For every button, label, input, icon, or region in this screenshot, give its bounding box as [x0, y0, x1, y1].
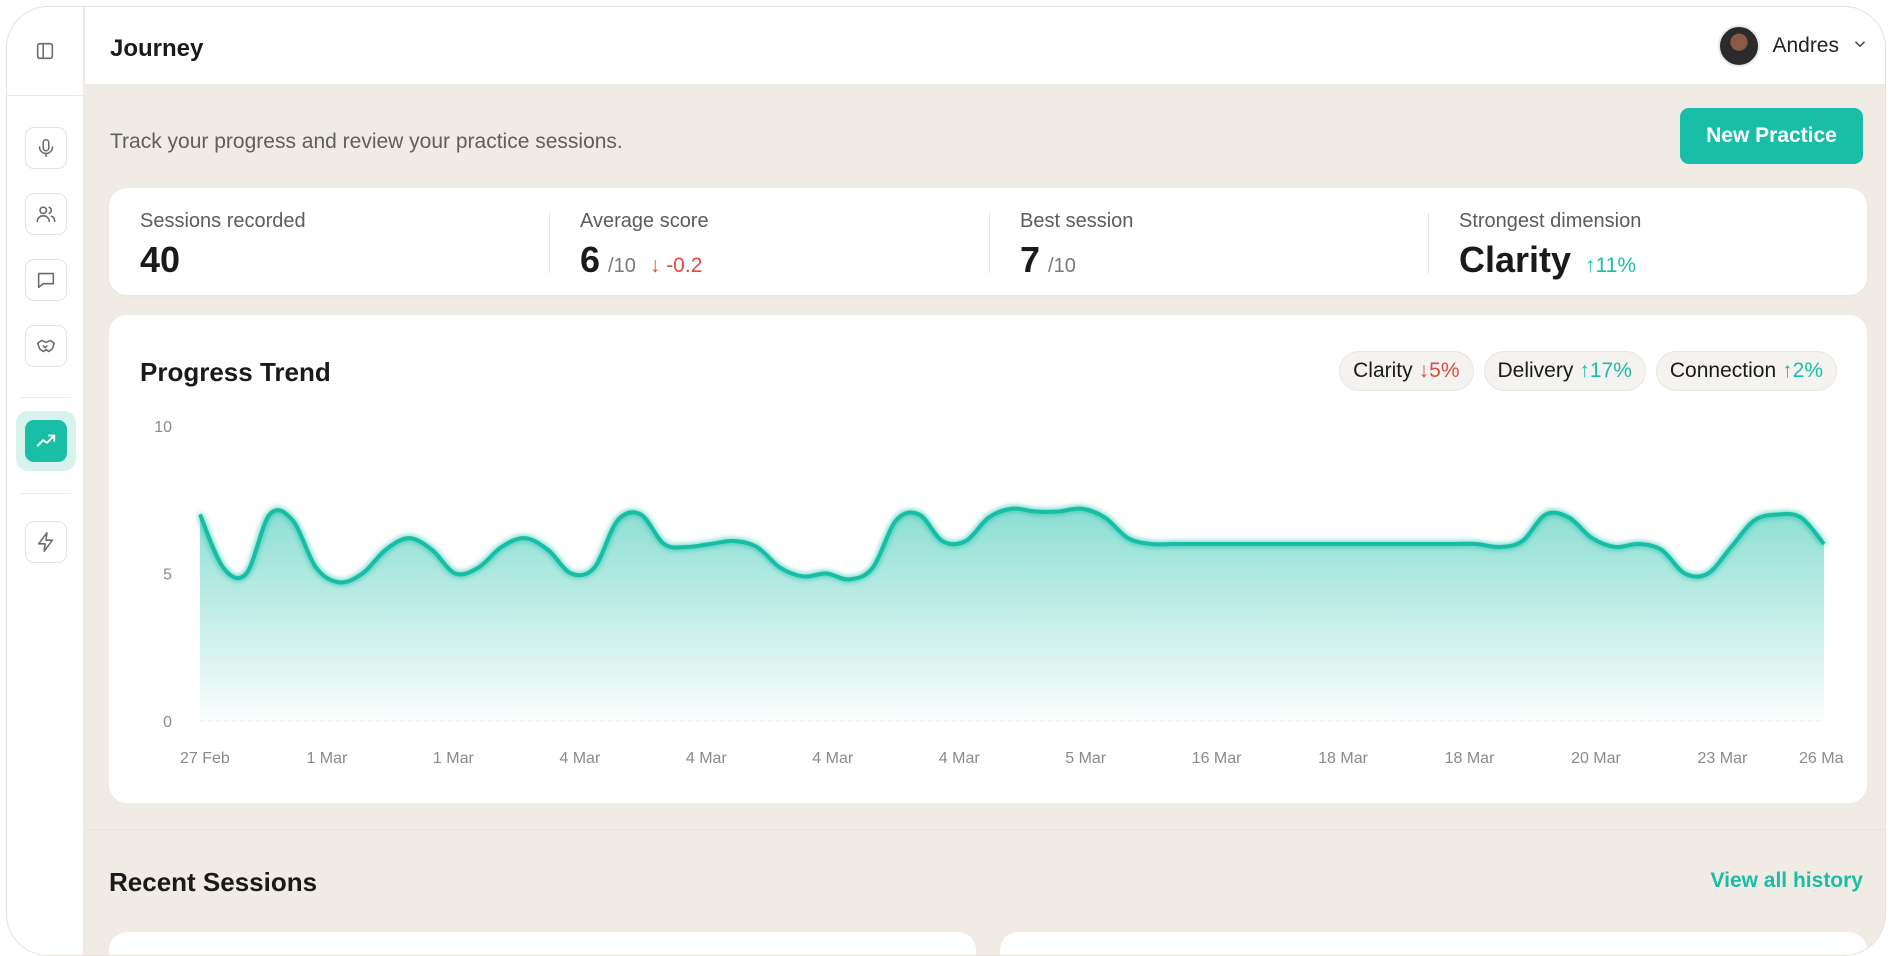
chart-title: Progress Trend: [140, 357, 331, 387]
x-tick-label: 4 Mar: [559, 750, 601, 767]
pill-label: Connection: [1669, 359, 1777, 382]
sidebar-divider: [21, 397, 71, 398]
x-tick-label: 18 Mar: [1318, 750, 1368, 767]
sidebar-toggle-icon[interactable]: [34, 40, 56, 62]
x-tick-label: 16 Mar: [1192, 750, 1242, 767]
x-tick-label: 1 Mar: [433, 750, 475, 767]
stat-value: 40: [140, 239, 181, 280]
sidebar-item-journey[interactable]: [16, 411, 76, 471]
x-tick-label: 4 Mar: [939, 750, 981, 767]
trending-up-icon: [36, 434, 56, 447]
stat-label: Average score: [580, 210, 709, 232]
stat-divider: [549, 213, 550, 273]
trend-line: [198, 506, 1826, 585]
x-tick-label: 5 Mar: [1065, 750, 1107, 767]
sidebar-item-quick[interactable]: [25, 521, 67, 563]
pill-clarity[interactable]: Clarity ↓5%: [1339, 351, 1474, 391]
dimension-pills: Clarity ↓5% Delivery ↑17% Connection ↑2%: [1339, 351, 1837, 391]
user-menu[interactable]: Andres: [1718, 25, 1869, 67]
pill-change-value: 17%: [1589, 359, 1632, 382]
x-tick-label: 26 Ma: [1799, 750, 1844, 767]
arrow-up-icon: ↑: [1585, 254, 1596, 277]
page-subtitle: Track your progress and review your prac…: [110, 130, 623, 153]
recent-sessions-title: Recent Sessions: [109, 867, 318, 897]
stat-change-value: -0.2: [666, 254, 703, 277]
stat-denominator: /10: [608, 255, 636, 277]
handshake-icon: [36, 339, 56, 353]
session-card[interactable]: [1000, 932, 1867, 955]
sidebar-item-feedback[interactable]: [25, 259, 67, 301]
progress-trend-chart: 10 5 0 27 Feb 1 Mar 1 Mar 4 Mar 4 Mar 4 Mar 4 Mar…: [154, 419, 1844, 767]
stat-sessions: Sessions recorded 40: [109, 188, 549, 295]
stat-value: Clarity: [1459, 239, 1572, 280]
stat-value: 7: [1020, 239, 1041, 280]
stat-label: Strongest dimension: [1459, 210, 1642, 232]
x-tick-label: 1 Mar: [306, 750, 348, 767]
sidebar-item-practice[interactable]: [25, 127, 67, 169]
pill-delivery[interactable]: Delivery ↑17%: [1483, 351, 1646, 391]
microphone-icon: [38, 138, 54, 158]
stat-divider: [989, 213, 990, 273]
section-divider: [85, 829, 1885, 830]
stat-average: Average score 6 /10 ↓ -0.2: [549, 188, 989, 295]
top-bar: Journey Andres: [85, 7, 1885, 85]
lightning-icon: [37, 532, 54, 552]
avatar: [1718, 25, 1761, 67]
sidebar-item-negotiation[interactable]: [25, 325, 67, 367]
pill-connection[interactable]: Connection ↑2%: [1655, 351, 1837, 391]
x-tick-label: 27 Feb: [180, 750, 230, 767]
sidebar: [7, 7, 84, 955]
stat-best: Best session 7 /10: [989, 188, 1429, 295]
arrow-down-icon: ↓: [649, 254, 661, 277]
x-tick-label: 4 Mar: [812, 750, 854, 767]
sidebar-header: [7, 7, 83, 96]
trend-area: [200, 508, 1824, 721]
x-tick-label: 20 Mar: [1571, 750, 1621, 767]
sidebar-item-audience[interactable]: [25, 193, 67, 235]
y-tick-label: 5: [163, 567, 172, 584]
pill-label: Delivery: [1497, 359, 1574, 382]
stat-change-value: 11%: [1595, 254, 1637, 277]
stat-label: Sessions recorded: [140, 210, 306, 232]
stat-denominator: /10: [1048, 255, 1076, 277]
pill-change: ↑17%: [1579, 359, 1632, 382]
pill-label: Clarity: [1353, 359, 1413, 382]
stat-divider: [1428, 213, 1429, 273]
pill-change-value: 5%: [1429, 359, 1460, 382]
sidebar-divider: [21, 493, 71, 494]
stat-label: Best session: [1020, 210, 1134, 232]
y-tick-label: 10: [154, 419, 172, 436]
stat-change: ↑11%: [1585, 254, 1636, 278]
stats-card: Sessions recorded 40 Average score 6 /10…: [109, 188, 1867, 295]
y-tick-label: 0: [163, 714, 172, 731]
stat-change: ↓ -0.2: [650, 254, 703, 278]
chevron-down-icon: [1851, 35, 1869, 58]
stat-strongest: Strongest dimension Clarity ↑11%: [1428, 188, 1867, 295]
new-practice-button[interactable]: New Practice: [1680, 108, 1863, 164]
x-tick-label: 23 Mar: [1698, 750, 1748, 767]
pill-change: ↑2%: [1782, 359, 1823, 382]
stat-value: 6: [580, 239, 601, 280]
pill-change: ↓5%: [1418, 359, 1460, 382]
view-all-history-link[interactable]: View all history: [1710, 869, 1863, 892]
session-card[interactable]: [109, 932, 976, 955]
user-name: Andres: [1772, 34, 1839, 57]
app-window: Journey Andres Track your progress and r…: [6, 6, 1886, 956]
x-tick-label: 4 Mar: [686, 750, 728, 767]
page-title: Journey: [110, 35, 204, 62]
chat-icon: [37, 272, 55, 289]
pill-change-value: 2%: [1792, 359, 1823, 382]
progress-trend-card: Progress Trend Clarity ↓5% Delivery ↑17%…: [109, 315, 1867, 803]
users-icon: [36, 206, 56, 223]
x-tick-label: 18 Mar: [1445, 750, 1495, 767]
